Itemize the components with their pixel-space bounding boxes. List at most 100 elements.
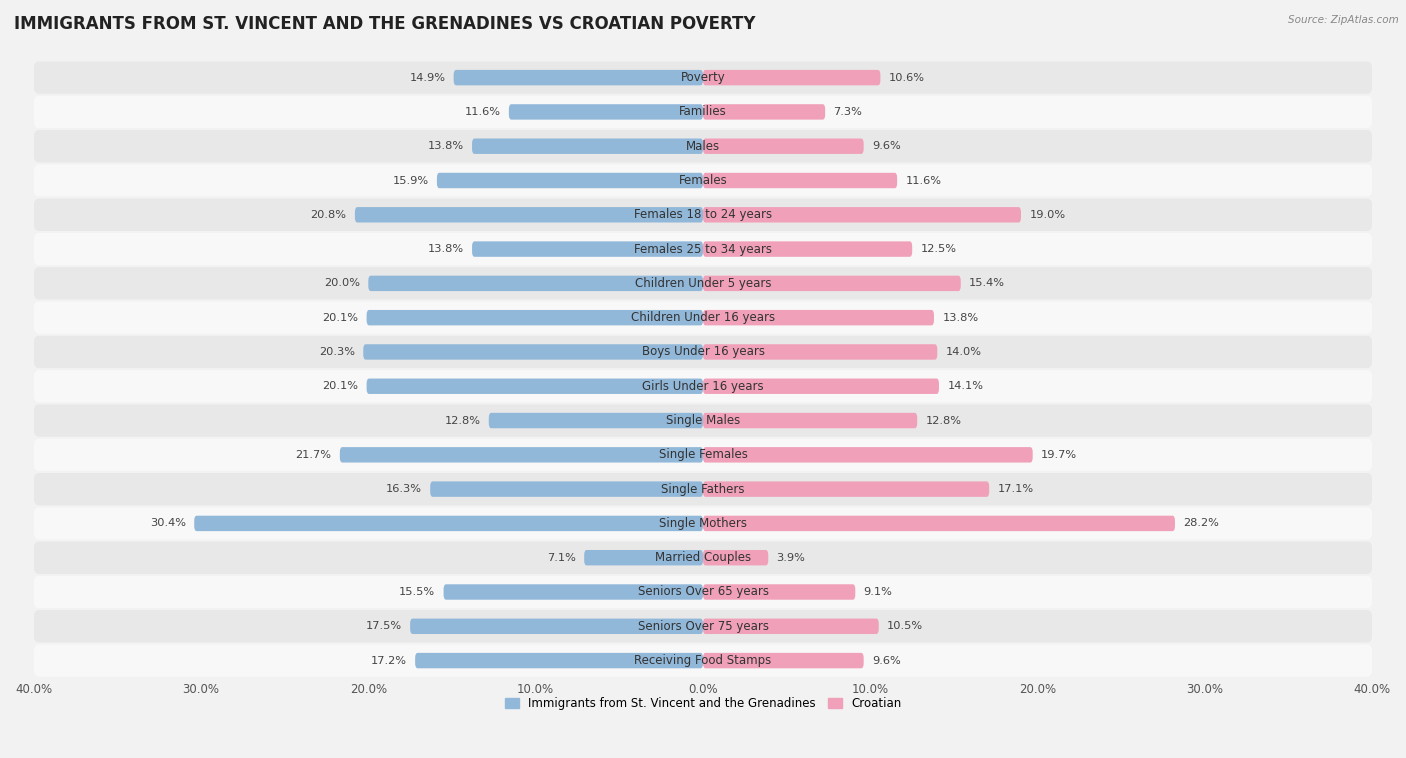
Text: 16.3%: 16.3% xyxy=(385,484,422,494)
FancyBboxPatch shape xyxy=(443,584,703,600)
FancyBboxPatch shape xyxy=(430,481,703,496)
FancyBboxPatch shape xyxy=(703,310,934,325)
FancyBboxPatch shape xyxy=(703,653,863,669)
Text: Females 18 to 24 years: Females 18 to 24 years xyxy=(634,208,772,221)
FancyBboxPatch shape xyxy=(34,268,1372,299)
Text: Children Under 16 years: Children Under 16 years xyxy=(631,312,775,324)
FancyBboxPatch shape xyxy=(34,541,1372,574)
FancyBboxPatch shape xyxy=(703,276,960,291)
Text: 7.1%: 7.1% xyxy=(547,553,576,562)
Text: 14.9%: 14.9% xyxy=(409,73,446,83)
FancyBboxPatch shape xyxy=(509,104,703,120)
Text: Source: ZipAtlas.com: Source: ZipAtlas.com xyxy=(1288,15,1399,25)
Text: Single Mothers: Single Mothers xyxy=(659,517,747,530)
FancyBboxPatch shape xyxy=(415,653,703,669)
FancyBboxPatch shape xyxy=(703,104,825,120)
Text: 9.6%: 9.6% xyxy=(872,656,901,666)
FancyBboxPatch shape xyxy=(34,576,1372,608)
Text: Females: Females xyxy=(679,174,727,187)
Text: 17.1%: 17.1% xyxy=(997,484,1033,494)
Text: 14.1%: 14.1% xyxy=(948,381,983,391)
Text: 21.7%: 21.7% xyxy=(295,449,332,460)
FancyBboxPatch shape xyxy=(34,610,1372,643)
Text: 19.0%: 19.0% xyxy=(1029,210,1066,220)
Text: 30.4%: 30.4% xyxy=(150,518,186,528)
FancyBboxPatch shape xyxy=(340,447,703,462)
FancyBboxPatch shape xyxy=(703,584,855,600)
FancyBboxPatch shape xyxy=(454,70,703,86)
Text: 12.8%: 12.8% xyxy=(444,415,481,425)
Text: Males: Males xyxy=(686,139,720,152)
FancyBboxPatch shape xyxy=(34,370,1372,402)
FancyBboxPatch shape xyxy=(703,241,912,257)
Text: Families: Families xyxy=(679,105,727,118)
FancyBboxPatch shape xyxy=(354,207,703,223)
FancyBboxPatch shape xyxy=(34,302,1372,334)
FancyBboxPatch shape xyxy=(472,241,703,257)
FancyBboxPatch shape xyxy=(368,276,703,291)
FancyBboxPatch shape xyxy=(703,413,917,428)
Text: 13.8%: 13.8% xyxy=(427,141,464,151)
FancyBboxPatch shape xyxy=(34,644,1372,677)
Text: Seniors Over 75 years: Seniors Over 75 years xyxy=(637,620,769,633)
FancyBboxPatch shape xyxy=(367,310,703,325)
Text: 10.6%: 10.6% xyxy=(889,73,925,83)
Text: 20.0%: 20.0% xyxy=(323,278,360,288)
Text: 14.0%: 14.0% xyxy=(946,347,981,357)
FancyBboxPatch shape xyxy=(703,207,1021,223)
Text: 15.4%: 15.4% xyxy=(969,278,1005,288)
Text: 20.3%: 20.3% xyxy=(319,347,354,357)
Text: 17.5%: 17.5% xyxy=(366,622,402,631)
FancyBboxPatch shape xyxy=(34,164,1372,196)
Text: 13.8%: 13.8% xyxy=(427,244,464,254)
FancyBboxPatch shape xyxy=(703,550,768,565)
FancyBboxPatch shape xyxy=(703,378,939,394)
FancyBboxPatch shape xyxy=(34,439,1372,471)
FancyBboxPatch shape xyxy=(34,336,1372,368)
Text: 11.6%: 11.6% xyxy=(905,176,942,186)
FancyBboxPatch shape xyxy=(34,507,1372,540)
FancyBboxPatch shape xyxy=(489,413,703,428)
FancyBboxPatch shape xyxy=(34,199,1372,231)
Text: 28.2%: 28.2% xyxy=(1184,518,1219,528)
FancyBboxPatch shape xyxy=(583,550,703,565)
Text: Boys Under 16 years: Boys Under 16 years xyxy=(641,346,765,359)
FancyBboxPatch shape xyxy=(367,378,703,394)
Text: Poverty: Poverty xyxy=(681,71,725,84)
Text: Single Females: Single Females xyxy=(658,448,748,462)
Text: 13.8%: 13.8% xyxy=(942,312,979,323)
FancyBboxPatch shape xyxy=(703,619,879,634)
Text: 20.8%: 20.8% xyxy=(311,210,346,220)
Text: Children Under 5 years: Children Under 5 years xyxy=(634,277,772,290)
Text: Single Males: Single Males xyxy=(666,414,740,427)
Text: 15.5%: 15.5% xyxy=(399,587,436,597)
FancyBboxPatch shape xyxy=(703,447,1032,462)
Text: 12.5%: 12.5% xyxy=(921,244,956,254)
Text: 20.1%: 20.1% xyxy=(322,381,359,391)
Text: Married Couples: Married Couples xyxy=(655,551,751,564)
FancyBboxPatch shape xyxy=(411,619,703,634)
Text: Single Fathers: Single Fathers xyxy=(661,483,745,496)
Text: 3.9%: 3.9% xyxy=(776,553,806,562)
FancyBboxPatch shape xyxy=(34,61,1372,94)
FancyBboxPatch shape xyxy=(472,139,703,154)
Text: 9.6%: 9.6% xyxy=(872,141,901,151)
FancyBboxPatch shape xyxy=(34,96,1372,128)
Text: 9.1%: 9.1% xyxy=(863,587,893,597)
FancyBboxPatch shape xyxy=(703,70,880,86)
FancyBboxPatch shape xyxy=(34,405,1372,437)
Text: Females 25 to 34 years: Females 25 to 34 years xyxy=(634,243,772,255)
Text: IMMIGRANTS FROM ST. VINCENT AND THE GRENADINES VS CROATIAN POVERTY: IMMIGRANTS FROM ST. VINCENT AND THE GREN… xyxy=(14,15,755,33)
FancyBboxPatch shape xyxy=(194,515,703,531)
FancyBboxPatch shape xyxy=(363,344,703,360)
Text: 17.2%: 17.2% xyxy=(371,656,406,666)
Text: Receiving Food Stamps: Receiving Food Stamps xyxy=(634,654,772,667)
FancyBboxPatch shape xyxy=(703,344,938,360)
Text: 11.6%: 11.6% xyxy=(464,107,501,117)
Text: 20.1%: 20.1% xyxy=(322,312,359,323)
FancyBboxPatch shape xyxy=(34,233,1372,265)
FancyBboxPatch shape xyxy=(34,473,1372,506)
Text: 15.9%: 15.9% xyxy=(392,176,429,186)
Text: 7.3%: 7.3% xyxy=(834,107,862,117)
Legend: Immigrants from St. Vincent and the Grenadines, Croatian: Immigrants from St. Vincent and the Gren… xyxy=(499,693,907,715)
